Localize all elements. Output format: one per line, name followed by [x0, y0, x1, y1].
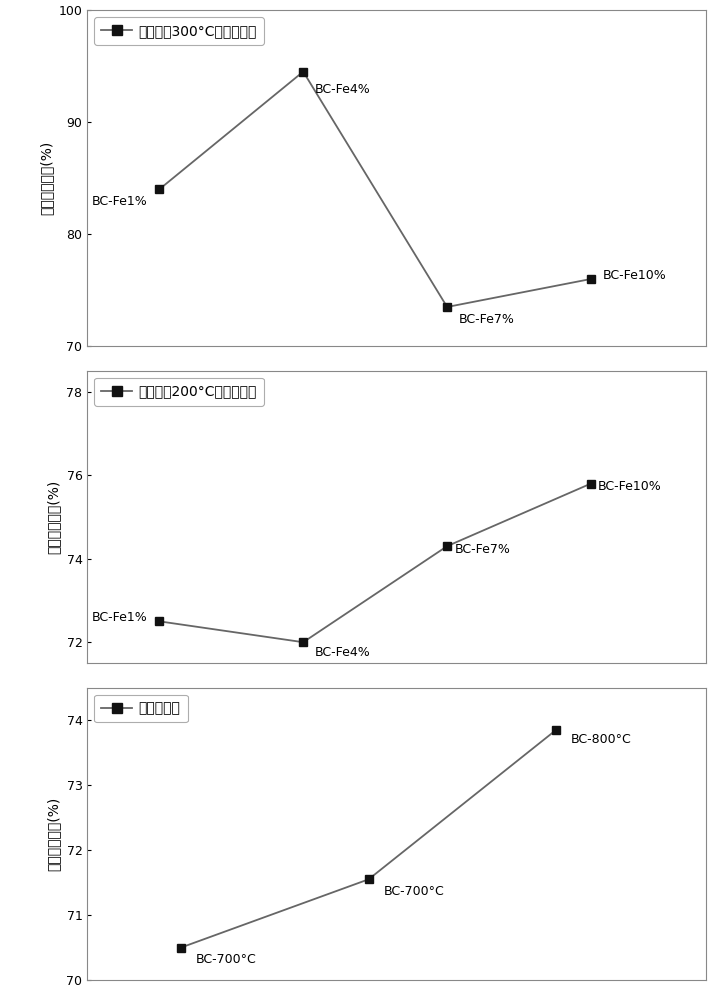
Legend: 温度变量组: 温度变量组 — [95, 695, 188, 722]
Y-axis label: 甲苯脱除效率(%): 甲苯脱除效率(%) — [47, 797, 61, 871]
Text: BC-Fe10%: BC-Fe10% — [598, 480, 662, 493]
Text: BC-Fe4%: BC-Fe4% — [314, 83, 371, 96]
Text: BC-Fe7%: BC-Fe7% — [454, 543, 510, 556]
Text: BC-700°C: BC-700°C — [196, 953, 257, 966]
Text: BC-Fe1%: BC-Fe1% — [92, 611, 148, 624]
Text: BC-700°C: BC-700°C — [384, 885, 444, 898]
Legend: 煅烧温度300°C的铁负载组: 煅烧温度300°C的铁负载组 — [95, 17, 264, 45]
Text: BC-800°C: BC-800°C — [571, 733, 632, 746]
Text: BC-Fe7%: BC-Fe7% — [459, 313, 515, 326]
Text: BC-Fe1%: BC-Fe1% — [92, 195, 148, 208]
Y-axis label: 甲苯脱除效率(%): 甲苯脱除效率(%) — [47, 480, 61, 554]
Legend: 煅烧温度200°C的铁负载组: 煅烧温度200°C的铁负载组 — [95, 378, 264, 406]
Text: BC-Fe4%: BC-Fe4% — [314, 646, 371, 659]
Text: BC-Fe10%: BC-Fe10% — [603, 269, 666, 282]
Y-axis label: 甲苯脱除效率(%): 甲苯脱除效率(%) — [39, 141, 53, 215]
